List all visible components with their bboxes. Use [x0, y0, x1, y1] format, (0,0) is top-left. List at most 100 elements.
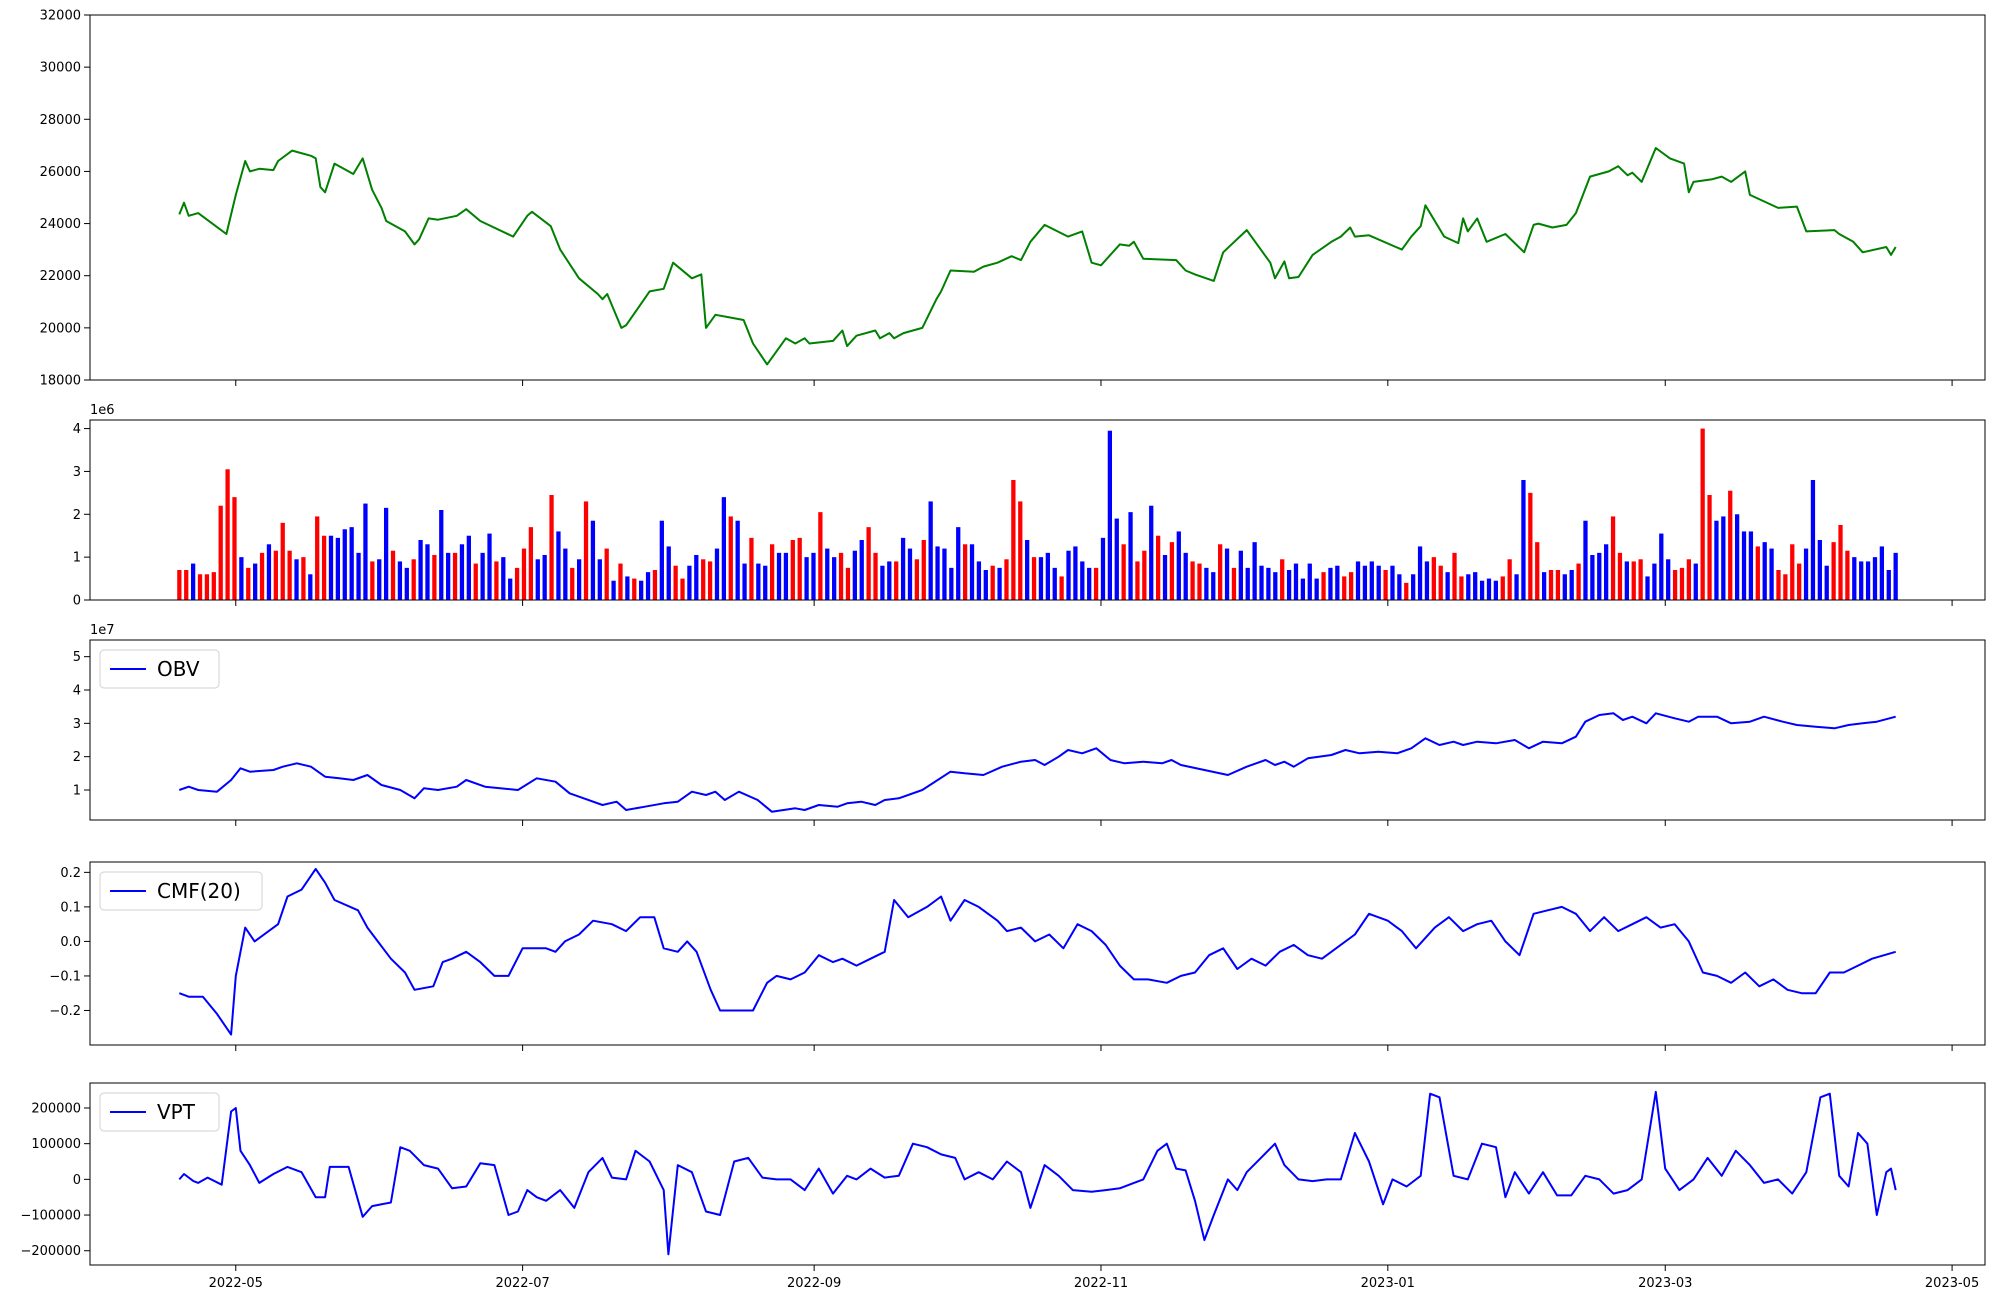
volume-bar [528, 527, 534, 600]
volume-bar [990, 565, 995, 600]
axis-offset-label: 1e7 [90, 623, 115, 638]
y-tick-label: 0.1 [60, 900, 81, 915]
volume-bar [321, 535, 327, 600]
panel-5: −200000 −100000 0 100000 200000 VPT [20, 1082, 1986, 1271]
volume-bar [1273, 572, 1278, 600]
y-tick-label: 0.0 [60, 935, 81, 950]
x-tick-label: 2023-03 [1638, 1276, 1692, 1291]
volume-bar [1810, 480, 1816, 600]
volume-bar [501, 557, 506, 600]
y-tick-label: 100000 [31, 1137, 81, 1152]
volume-bar [1886, 570, 1891, 600]
volume-bar [184, 570, 189, 600]
volume-bar [652, 570, 658, 600]
y-tick-label: 26000 [40, 165, 81, 180]
volume-bar [1135, 561, 1140, 600]
volume-bar [949, 567, 954, 600]
volume-bar [666, 546, 671, 600]
volume-bar [797, 537, 802, 600]
axes-frame [89, 419, 1986, 601]
volume-bar [1238, 550, 1243, 600]
volume-bar [1583, 520, 1588, 600]
volume-bar [1562, 574, 1567, 600]
volume-bar [969, 544, 975, 600]
volume-bar [1645, 576, 1650, 600]
volume-bar [1783, 574, 1788, 600]
volume-bar [1018, 501, 1023, 600]
volume-bar [1321, 572, 1326, 600]
volume-bar [204, 574, 210, 600]
panel-4: −0.2 −0.1 0.0 0.1 0.2 CMF(20) [49, 861, 1986, 1051]
axes-frame [89, 861, 1986, 1046]
x-tick-label: 2022-11 [1074, 1276, 1128, 1291]
volume-bar [1721, 516, 1726, 600]
volume-bar [349, 527, 354, 600]
volume-bar [790, 540, 795, 600]
volume-bar [1142, 550, 1147, 600]
volume-bar [1686, 559, 1692, 600]
volume-bar [1197, 563, 1202, 600]
volume-bar [832, 557, 837, 600]
volume-bar [935, 546, 940, 600]
volume-bar [1307, 563, 1312, 600]
legend-box [99, 649, 220, 689]
volume-bar [549, 495, 554, 600]
volume-bar [514, 567, 520, 600]
x-tick-label: 2022-05 [209, 1276, 263, 1291]
volume-bar [1790, 544, 1795, 600]
volume-bar [1259, 565, 1264, 600]
volume-bar [1280, 559, 1285, 600]
volume-bar [1466, 574, 1471, 600]
y-tick-label: 0 [73, 594, 81, 609]
volume-bar [942, 548, 947, 600]
volume-bar [1390, 565, 1395, 600]
volume-bar [604, 548, 609, 600]
volume-bar [1493, 580, 1499, 600]
x-tick-label: 2023-01 [1361, 1276, 1415, 1291]
volume-bar [1652, 563, 1657, 600]
volume-bar [1824, 565, 1829, 600]
volume-bar [838, 552, 844, 600]
volume-bar [1121, 544, 1126, 600]
volume-bar [1335, 565, 1340, 600]
volume-bar [1734, 514, 1740, 600]
volume-bar [1624, 561, 1629, 600]
volume-bar [859, 540, 864, 600]
y-tick-label: 1 [73, 784, 81, 799]
volume-bar [459, 544, 465, 600]
volume-bar [873, 552, 878, 600]
volume-bar [680, 578, 685, 600]
volume-bar [611, 580, 616, 600]
volume-bar [735, 520, 740, 600]
volume-bar [921, 540, 926, 600]
volume-bar [315, 516, 320, 600]
volume-bar [1266, 567, 1271, 600]
volume-bar [487, 533, 492, 600]
legend: VPT [99, 1092, 220, 1132]
volume-bar [232, 497, 237, 600]
volume-bar [1093, 567, 1099, 600]
volume-bar [1548, 570, 1554, 600]
volume-bar [1286, 570, 1292, 600]
volume-bar [1748, 531, 1754, 600]
volume-bar [1597, 552, 1602, 600]
volume-bar [1211, 572, 1216, 600]
volume-bar [190, 563, 196, 600]
volume-bar [707, 561, 713, 600]
volume-bar [1879, 546, 1885, 600]
volume-bar [273, 550, 278, 600]
volume-bar [583, 501, 589, 600]
volume-bar [721, 497, 727, 600]
volume-bar [556, 531, 561, 600]
volume-bar [480, 552, 485, 600]
axes-frame [89, 639, 1986, 821]
volume-bar [1397, 574, 1402, 600]
volume-bar [211, 572, 216, 600]
y-tick-label: 3 [73, 465, 81, 480]
volume-bar [1728, 490, 1733, 600]
volume-bar [997, 567, 1002, 600]
y-tick-label: 2 [73, 508, 81, 523]
volume-bar [1073, 546, 1078, 600]
volume-bar [266, 544, 272, 600]
